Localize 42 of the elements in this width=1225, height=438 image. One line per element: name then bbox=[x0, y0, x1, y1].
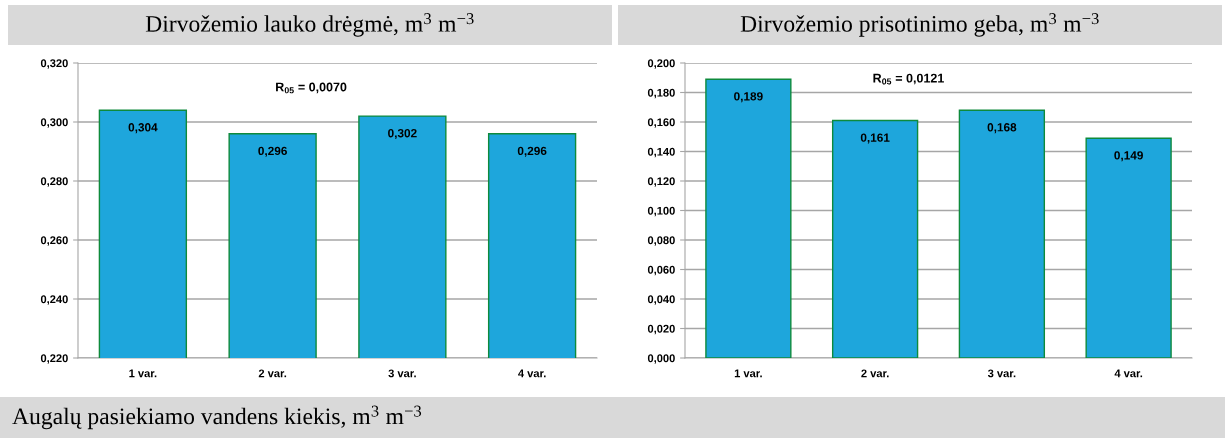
y-tick-label: 0,160 bbox=[647, 118, 675, 128]
data-label: 0,168 bbox=[987, 123, 1017, 134]
y-tick-label: 0,300 bbox=[40, 118, 68, 128]
y-tick-label: 0,040 bbox=[647, 295, 675, 305]
data-label: 0,161 bbox=[860, 133, 890, 144]
text: Augalų pasiekiamo vandens kiekis, m$^{3}$ m$^{−3}$ bbox=[12, 405, 422, 430]
x-tick-label: 4 var. bbox=[518, 369, 546, 378]
data-label: 0,304 bbox=[128, 123, 158, 134]
y-tick-label: 0,140 bbox=[647, 147, 675, 158]
y-tick-label: 0,320 bbox=[40, 59, 68, 69]
chart-title: Dirvožemio lauko drėgmė, m$^{3}$ m$^{−3}$ bbox=[145, 13, 474, 37]
y-tick-label: 0,180 bbox=[647, 88, 675, 99]
y-tick-label: 0,200 bbox=[647, 59, 675, 69]
data-label: 0,296 bbox=[258, 146, 287, 157]
y-tick-label: 0,080 bbox=[647, 236, 675, 246]
y-tick-label: 0,260 bbox=[40, 236, 68, 246]
chart-title: Dirvožemio prisotinimo geba, m$^{3}$ m$^{−3}$ bbox=[740, 13, 1099, 37]
x-tick-label: 4 var. bbox=[1114, 369, 1143, 378]
x-tick-label: 1 var. bbox=[129, 369, 157, 378]
annotation: R$_{05}$ = 0,0070 bbox=[276, 82, 347, 94]
data-label: 0,189 bbox=[734, 92, 763, 103]
x-tick-label: 2 var. bbox=[258, 369, 287, 378]
x-tick-label: 3 var. bbox=[388, 369, 416, 378]
y-tick-label: 0,220 bbox=[40, 354, 68, 364]
x-tick-label: 2 var. bbox=[861, 369, 889, 378]
data-label: 0,302 bbox=[388, 129, 417, 140]
y-tick-label: 0,000 bbox=[647, 354, 675, 364]
annotation: R$_{05}$ = 0,0121 bbox=[873, 73, 944, 85]
data-label: 0,296 bbox=[517, 146, 547, 157]
bar bbox=[1085, 137, 1172, 358]
data-label: 0,149 bbox=[1114, 151, 1143, 162]
y-tick-label: 0,100 bbox=[647, 206, 675, 217]
y-tick-label: 0,020 bbox=[647, 324, 675, 335]
y-tick-label: 0,240 bbox=[40, 295, 68, 305]
x-tick-label: 3 var. bbox=[987, 369, 1016, 378]
bar bbox=[831, 119, 919, 358]
x-tick-label: 1 var. bbox=[734, 369, 762, 378]
y-tick-label: 0,120 bbox=[647, 177, 675, 187]
y-tick-label: 0,060 bbox=[647, 265, 675, 276]
bar bbox=[705, 78, 792, 358]
y-tick-label: 0,280 bbox=[40, 177, 68, 187]
bar bbox=[958, 109, 1046, 358]
